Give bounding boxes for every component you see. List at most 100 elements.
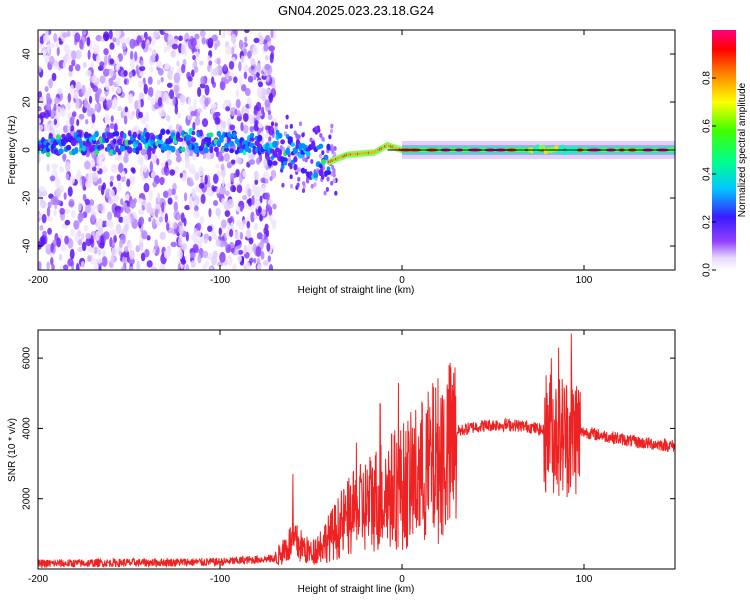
- spectrogram-speckle: [221, 198, 225, 207]
- spectrogram-speckle: [159, 263, 164, 270]
- spectrogram-speckle: [167, 69, 173, 81]
- spectrogram-speckle: [138, 65, 146, 72]
- spectrogram-speckle: [70, 84, 74, 94]
- spectrogram-speckle: [317, 128, 321, 133]
- spectrogram-speckle: [180, 43, 186, 55]
- spectrogram-speckle: [101, 256, 108, 267]
- spectrogram-speckle: [201, 118, 209, 128]
- spectrogram-speckle: [269, 176, 273, 182]
- spectrogram-speckle: [242, 170, 247, 178]
- spectrogram-speckle: [114, 155, 119, 161]
- spectrogram-speckle: [312, 127, 316, 133]
- spectrogram-speckle: [78, 113, 85, 120]
- spectrogram-speckle: [197, 87, 202, 98]
- colorbar-tick-label: 0.0: [702, 263, 713, 277]
- spectrogram-speckle: [224, 210, 231, 218]
- spectrogram-speckle: [214, 42, 218, 51]
- spectrogram-ridge-blob: [277, 148, 283, 156]
- spectrogram-speckle: [254, 178, 259, 186]
- spectrogram-speckle: [71, 111, 77, 117]
- spectrogram-speckle: [87, 255, 92, 263]
- spectrogram-speckle: [175, 123, 180, 131]
- snr-y-tick-label: 4000: [22, 417, 33, 440]
- spectrogram-speckle: [109, 180, 114, 187]
- spectrogram-speckle: [115, 208, 121, 219]
- spectrogram-speckle: [242, 194, 248, 201]
- spectrogram-speckle: [169, 169, 176, 176]
- spectrogram-speckle: [235, 98, 241, 109]
- spectrogram-ridge-blob: [247, 147, 252, 154]
- spectrogram-speckle: [170, 241, 178, 248]
- spectrogram-speckle: [261, 95, 267, 102]
- spectrogram-speckle: [247, 188, 252, 197]
- spectrogram-speckle: [71, 50, 77, 61]
- spectrogram-speckle: [321, 150, 325, 156]
- spectrogram-speckle: [40, 234, 46, 246]
- spectrogram-speckle: [120, 37, 126, 45]
- spectrogram-ridge-blob: [193, 142, 199, 148]
- spectrogram-speckle: [230, 106, 237, 117]
- spectrogram-speckle: [220, 163, 225, 171]
- spectrogram-speckle: [191, 233, 197, 242]
- spectrogram-speckle: [321, 174, 325, 180]
- spectrogram-speckle: [56, 87, 63, 95]
- spectrogram-speckle: [77, 229, 82, 238]
- snr-panel: -200 -100 0 100 2000 4000 6000 Height of stra…: [7, 329, 676, 595]
- spectrogram-speckle: [146, 201, 152, 213]
- spectrogram-speckle: [156, 79, 161, 86]
- spectrogram-y-tick-label: 0: [22, 147, 33, 153]
- spectrogram-speckle: [54, 177, 61, 188]
- spectrogram-speckle: [46, 261, 51, 270]
- spectrogram-speckle: [141, 115, 147, 125]
- spectrogram-speckle: [138, 208, 143, 215]
- spectrogram-speckle: [67, 258, 74, 267]
- spectrogram-speckle: [69, 248, 75, 260]
- spectrogram-ridge-blob: [272, 160, 278, 166]
- spectrogram-ridge-blob: [283, 160, 288, 166]
- spectrogram-speckle: [75, 64, 81, 72]
- spectrogram-speckle: [250, 211, 255, 223]
- spectrogram-ridge-blob: [267, 159, 273, 167]
- spectrogram-speckle: [83, 97, 88, 109]
- spectrogram-ridge-blob: [48, 132, 53, 139]
- spectrogram-ridge-blob: [290, 142, 295, 147]
- spectrogram-speckle: [92, 166, 97, 172]
- spectrogram-speckle: [254, 119, 259, 127]
- spectrogram-speckle: [267, 199, 274, 205]
- spectrogram-speckle: [188, 198, 193, 209]
- spectrogram-ridge-blob: [158, 133, 163, 140]
- spectrogram-speckle: [260, 251, 265, 260]
- spectrogram-speckle: [91, 113, 96, 124]
- spectrogram-x-tick-label: 0: [399, 275, 405, 286]
- spectrogram-speckle: [192, 243, 199, 253]
- spectrogram-ridge-blob: [132, 131, 138, 139]
- spectrogram-speckle: [267, 110, 272, 115]
- spectrogram-speckle: [115, 223, 122, 235]
- spectrogram-speckle: [164, 212, 169, 224]
- chart-title: GN04.2025.023.23.18.G24: [278, 3, 434, 18]
- spectrogram-speckle: [59, 264, 64, 270]
- spectrogram-speckle: [219, 80, 226, 91]
- spectrogram-speckle: [243, 64, 249, 72]
- spectrogram-speckle: [194, 33, 200, 40]
- spectrogram-speckle: [63, 208, 71, 215]
- spectrogram-speckle: [46, 163, 50, 173]
- spectrogram-speckle: [173, 222, 178, 230]
- spectrogram-ridge-blob: [292, 147, 299, 154]
- spectrogram-speckle: [126, 178, 131, 188]
- spectrogram-speckle: [106, 99, 113, 109]
- spectrogram-speckle: [147, 95, 152, 102]
- spectrogram-ridge-blob: [127, 130, 132, 137]
- spectrogram-speckle: [88, 199, 95, 207]
- spectrogram-speckle: [103, 48, 109, 56]
- spectrogram-speckle: [139, 165, 144, 177]
- spectrogram-speckle: [319, 132, 323, 138]
- spectrogram-ridge-blob: [232, 132, 237, 139]
- spectrogram-ridge-blob: [229, 140, 235, 147]
- spectrogram-speckle: [137, 155, 144, 165]
- spectrogram-speckle: [124, 246, 129, 253]
- spectrogram-speckle: [202, 250, 209, 259]
- spectrogram-speckle: [265, 165, 269, 171]
- spectrogram-ridge-blob: [94, 130, 99, 138]
- spectrogram-speckle: [253, 258, 257, 264]
